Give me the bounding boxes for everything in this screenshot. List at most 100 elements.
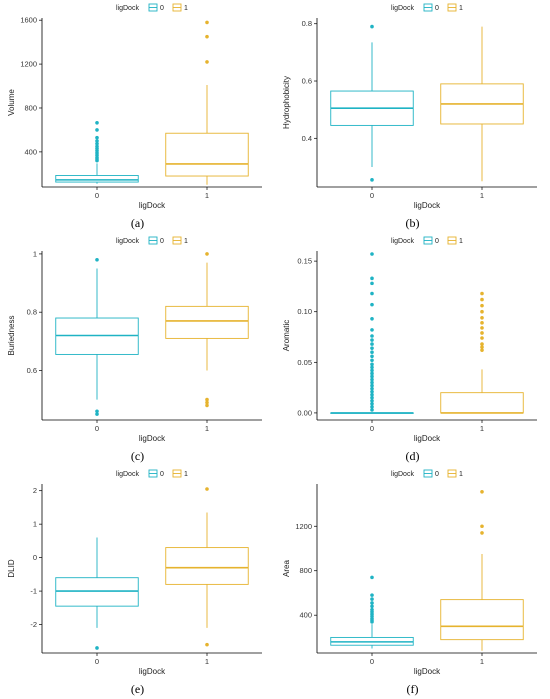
panel-caption: (e) <box>131 682 144 696</box>
chart-panel-4: ligDock 0 1 -2 -1 0 1 2 0 1 ligDock DLID (e) <box>7 469 262 696</box>
x-tick-label-1: 1 <box>205 424 209 433</box>
box-iqr <box>165 547 249 585</box>
outlier-point-4 <box>370 395 374 400</box>
outlier-point-1 <box>370 405 374 409</box>
box-group-0 <box>330 252 414 414</box>
box-iqr <box>55 577 139 607</box>
chart-panel-2: ligDock 0 1 0.6 0.8 1 0 1 ligDock Buriedness (c) <box>7 236 262 463</box>
x-axis-title: ligDock <box>414 667 441 676</box>
y-tick-label-2: 0.8 <box>302 19 312 28</box>
outlier-point-0 <box>95 412 99 416</box>
outlier-point-3 <box>205 252 209 256</box>
x-tick-label-1: 1 <box>480 657 484 666</box>
y-tick-label-0: 0.00 <box>297 408 312 417</box>
outlier-point-1 <box>370 24 374 29</box>
outlier-point-10 <box>370 377 374 382</box>
legend-entry-0: 0 <box>435 238 439 245</box>
y-tick-label-2: 1200 <box>20 60 37 69</box>
legend-title: ligDock <box>116 5 139 12</box>
outlier-point-1 <box>205 487 209 491</box>
y-axis-title: Hydrophobicity <box>282 76 291 129</box>
outlier-point-0 <box>370 178 374 182</box>
outlier-point-23 <box>370 328 374 332</box>
box-group-0 <box>330 24 414 182</box>
outlier-point-2 <box>370 402 374 406</box>
chart-panel-0: ligDock 0 1 400 800 1200 1600 0 1 ligDock Volume (a… <box>7 3 262 230</box>
outlier-point-0 <box>370 408 374 412</box>
outlier-point-8 <box>480 309 484 314</box>
legend-title: ligDock <box>116 471 139 478</box>
outlier-point-1 <box>480 345 484 349</box>
outlier-point-29 <box>370 252 374 256</box>
panel-caption: (d) <box>406 449 420 463</box>
box-iqr <box>440 392 524 414</box>
outlier-point-7 <box>370 604 374 609</box>
y-tick-label-1: 0.05 <box>297 358 312 367</box>
outlier-point-11 <box>370 575 374 580</box>
outlier-point-20 <box>370 342 374 346</box>
y-tick-label-2: 0.10 <box>297 307 312 316</box>
y-tick-label-1: -1 <box>30 587 37 596</box>
outlier-point-3 <box>480 336 484 340</box>
legend-title: ligDock <box>116 238 139 245</box>
outlier-point-11 <box>95 128 99 132</box>
y-tick-label-0: 400 <box>299 611 312 620</box>
outlier-point-2 <box>205 397 209 402</box>
x-axis-title: ligDock <box>414 201 441 210</box>
outlier-point-0 <box>205 60 209 64</box>
outlier-point-0 <box>480 531 484 535</box>
outlier-point-3 <box>370 398 374 403</box>
legend-title: ligDock <box>391 238 414 245</box>
x-axis-title: ligDock <box>139 667 166 676</box>
box-group-1 <box>440 489 524 651</box>
panel-caption: (c) <box>131 449 144 463</box>
legend-entry-1: 1 <box>184 5 188 12</box>
outlier-point-2 <box>95 257 99 262</box>
outlier-point-2 <box>480 489 484 494</box>
x-tick-label-1: 1 <box>205 657 209 666</box>
y-tick-label-2: 1200 <box>295 522 312 531</box>
outlier-point-12 <box>370 371 374 376</box>
box-iqr <box>165 132 249 177</box>
outlier-point-6 <box>480 321 484 325</box>
y-tick-label-1: 800 <box>24 103 37 112</box>
outlier-point-1 <box>480 524 484 529</box>
outlier-point-22 <box>370 334 374 338</box>
legend-entry-1: 1 <box>184 471 188 478</box>
y-tick-label-3: 1 <box>33 520 37 529</box>
outlier-point-6 <box>370 607 374 612</box>
box-group-1 <box>440 291 524 414</box>
outlier-point-25 <box>370 302 374 307</box>
panel-caption: (f) <box>407 682 419 696</box>
box-group-1 <box>440 26 524 182</box>
legend-entry-1: 1 <box>459 5 463 12</box>
y-tick-label-4: 2 <box>33 486 37 495</box>
x-axis-title: ligDock <box>139 434 166 443</box>
legend: ligDock 0 1 <box>116 3 188 12</box>
legend: ligDock 0 1 <box>116 236 188 245</box>
outlier-point-2 <box>480 342 484 346</box>
y-axis-title: DLID <box>7 559 16 577</box>
box-iqr <box>165 305 249 339</box>
outlier-point-0 <box>205 642 209 647</box>
legend-entry-1: 1 <box>184 238 188 245</box>
outlier-point-7 <box>370 386 374 391</box>
panel-caption: (a) <box>131 216 144 230</box>
outlier-point-6 <box>370 389 374 394</box>
outlier-point-0 <box>205 403 209 408</box>
box-group-1 <box>165 20 249 185</box>
outlier-point-18 <box>370 350 374 354</box>
x-tick-label-0: 0 <box>95 657 99 666</box>
outlier-point-8 <box>370 383 374 388</box>
x-tick-label-1: 1 <box>480 424 484 433</box>
y-tick-label-0: 0.4 <box>302 134 312 143</box>
y-tick-label-0: 400 <box>24 147 37 156</box>
outlier-point-28 <box>370 276 374 281</box>
box-group-0 <box>55 537 139 650</box>
legend-entry-0: 0 <box>160 471 164 478</box>
outlier-point-8 <box>370 601 374 605</box>
legend-entry-1: 1 <box>459 238 463 245</box>
y-axis-title: Buriedness <box>7 315 16 355</box>
outlier-point-27 <box>370 281 374 286</box>
panel-caption: (b) <box>406 216 420 230</box>
